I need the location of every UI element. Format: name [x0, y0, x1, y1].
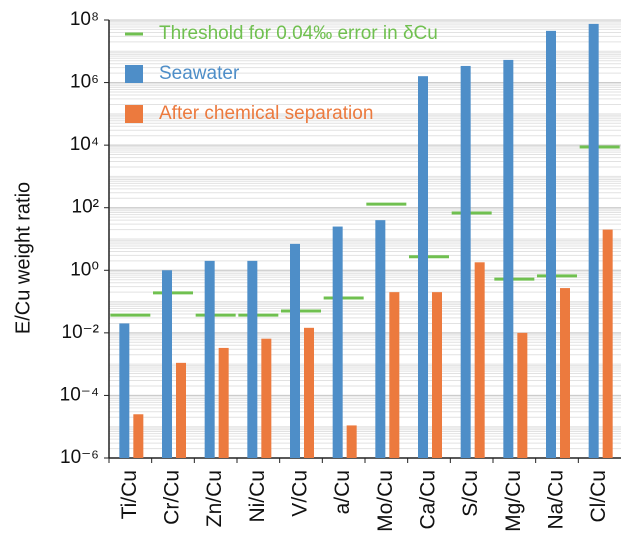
bar [375, 220, 386, 458]
bar [602, 229, 613, 458]
legend-label: Threshold for 0.04‰ error in δCu [159, 23, 438, 44]
bar [460, 65, 471, 459]
y-axis-label: E/Cu weight ratio [12, 182, 34, 334]
bar [346, 425, 357, 458]
bar [418, 76, 428, 458]
bar [261, 338, 272, 458]
y-tick-label: 10⁻² [62, 322, 100, 343]
x-tick-label: Ni/Cu [246, 470, 269, 523]
x-tick-label: Zn/Cu [203, 470, 226, 527]
x-tick-label: a/Cu [331, 470, 354, 514]
bar [162, 270, 172, 458]
legend-marker [125, 65, 143, 83]
y-tick-label: 10⁸ [70, 9, 99, 30]
bar [546, 30, 556, 459]
bar [133, 414, 144, 458]
x-tick-label: Mg/Cu [502, 470, 525, 532]
y-tick-label: 10⁻⁶ [60, 447, 99, 468]
legend-label: After chemical separation [159, 103, 373, 124]
bar [517, 332, 528, 458]
bar [290, 243, 300, 458]
bar [176, 362, 186, 458]
y-tick-label: 10⁻⁴ [60, 384, 99, 405]
x-tick-label: Mo/Cu [374, 470, 397, 532]
bar [204, 260, 215, 458]
x-tick-label: Cr/Cu [161, 470, 184, 525]
bar [389, 292, 400, 458]
x-tick-label: Ti/Cu [118, 470, 141, 519]
bar [119, 323, 130, 458]
bar [588, 23, 599, 458]
bar [218, 347, 229, 458]
bar [503, 59, 514, 459]
bar [332, 226, 343, 458]
y-tick-label: 10² [72, 197, 99, 218]
bar [560, 288, 570, 458]
x-tick-label: V/Cu [289, 470, 312, 517]
y-tick-label: 10⁶ [70, 72, 99, 93]
bar [474, 262, 485, 458]
bar [304, 327, 314, 458]
legend-label: Seawater [159, 63, 240, 84]
bar [247, 260, 258, 458]
y-tick-label: 10⁰ [70, 259, 99, 280]
x-tick-label: Ca/Cu [417, 470, 440, 530]
x-tick-label: Cl/Cu [587, 470, 610, 523]
bar [432, 292, 442, 458]
legend-marker [125, 105, 143, 123]
x-tick-label: Na/Cu [545, 470, 568, 530]
y-tick-label: 10⁴ [70, 134, 99, 155]
x-tick-label: S/Cu [459, 470, 482, 517]
